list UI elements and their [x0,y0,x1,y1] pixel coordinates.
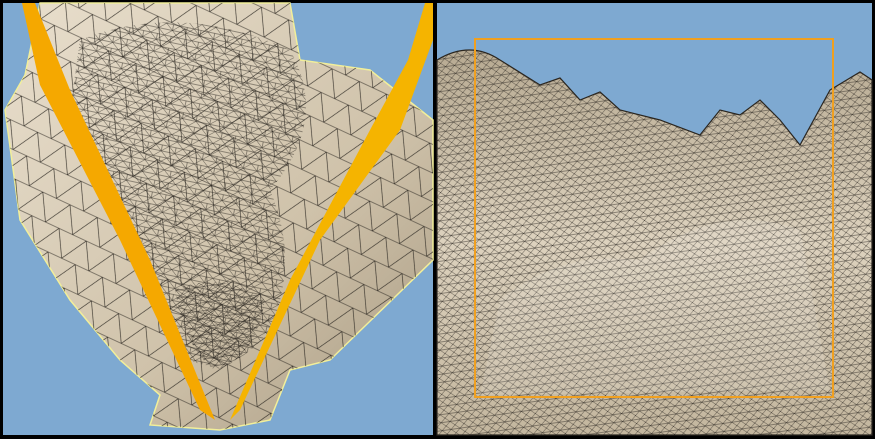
dense-mesh-core [175,282,265,370]
selection-box [474,38,834,398]
left-view [3,2,434,435]
terrain-mesh [437,50,872,435]
dense-mesh [70,22,306,366]
highlight [480,220,830,395]
right-view [436,3,873,436]
frustum-right-edge [230,3,433,420]
frustum-left-edge [22,3,215,420]
